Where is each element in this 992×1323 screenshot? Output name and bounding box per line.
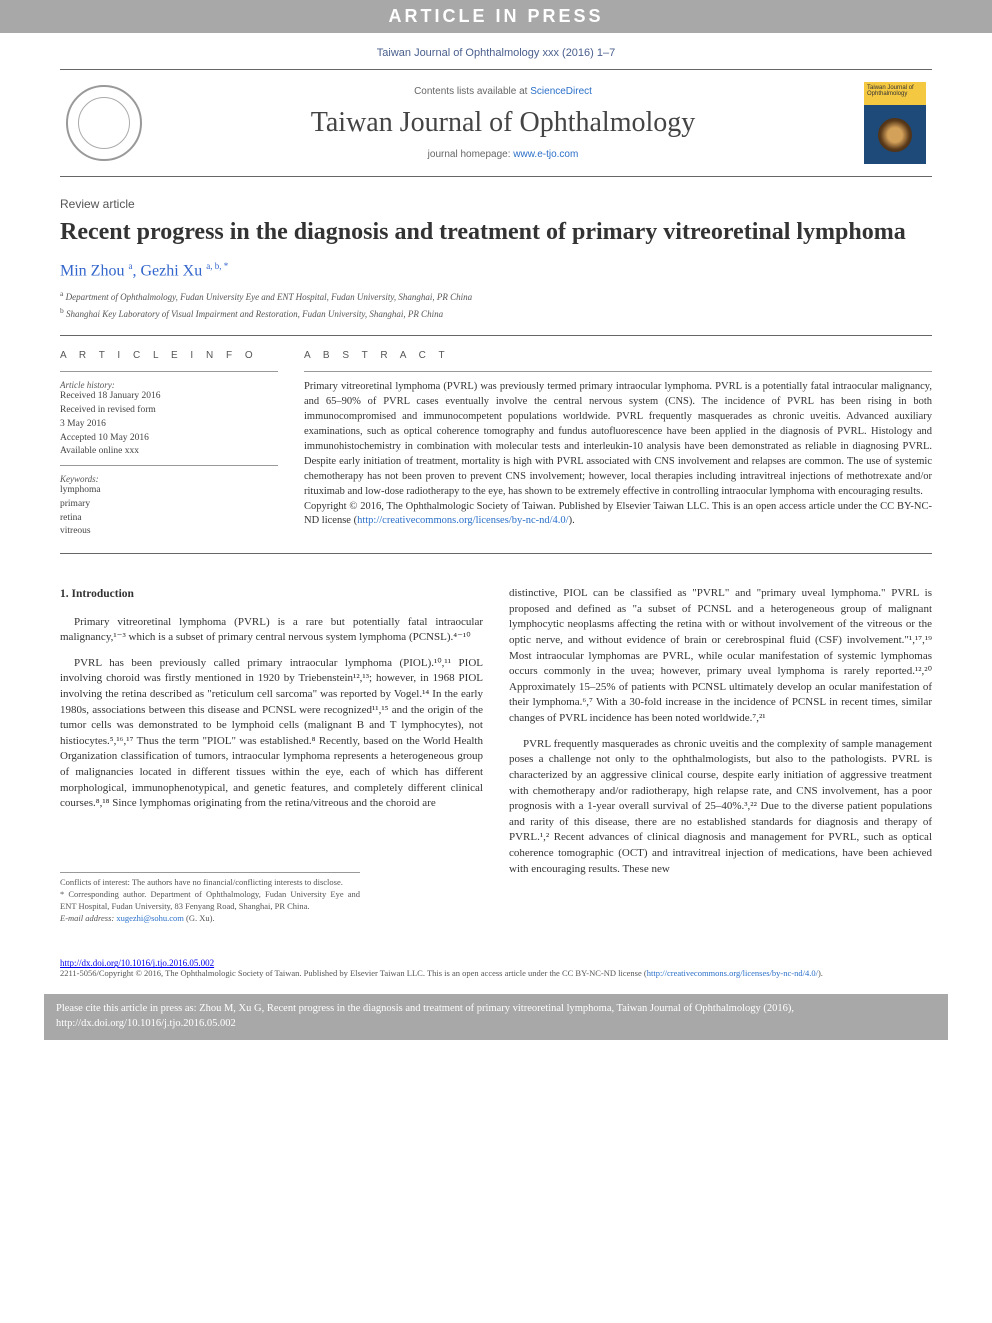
- email-suffix: (G. Xu).: [184, 913, 215, 923]
- body-col-left: 1. Introduction Primary vitreoretinal ly…: [60, 586, 483, 924]
- history-label: Article history:: [60, 380, 278, 390]
- article-title: Recent progress in the diagnosis and tre…: [60, 217, 932, 247]
- body-paragraph: distinctive, PIOL can be classified as "…: [509, 586, 932, 726]
- sciencedirect-link[interactable]: ScienceDirect: [530, 86, 592, 97]
- content-area: Review article Recent progress in the di…: [0, 197, 992, 944]
- article-info-col: A R T I C L E I N F O Article history: R…: [60, 350, 278, 539]
- article-info-heading: A R T I C L E I N F O: [60, 350, 278, 361]
- license-link[interactable]: http://creativecommons.org/licenses/by-n…: [357, 515, 569, 526]
- keywords-label: Keywords:: [60, 474, 278, 484]
- copyright-close: ).: [818, 968, 823, 978]
- society-seal-icon: [66, 85, 142, 161]
- cite-box: Please cite this article in press as: Zh…: [44, 994, 948, 1039]
- history-body: Received 18 January 2016Received in revi…: [60, 390, 278, 459]
- journal-ref-strip: Taiwan Journal of Ophthalmology xxx (201…: [0, 33, 992, 63]
- article-type: Review article: [60, 197, 932, 211]
- journal-cover-thumb: Taiwan Journal of Ophthalmology: [864, 82, 926, 164]
- banner-center: Contents lists available at ScienceDirec…: [142, 86, 864, 160]
- copyright-text: 2211-5056/Copyright © 2016, The Ophthalm…: [60, 968, 647, 978]
- body-paragraph: Primary vitreoretinal lymphoma (PVRL) is…: [60, 615, 483, 646]
- body-columns: 1. Introduction Primary vitreoretinal ly…: [60, 586, 932, 924]
- section-1-heading: 1. Introduction: [60, 586, 483, 602]
- email-link[interactable]: xugezhi@sohu.com: [116, 913, 184, 923]
- abstract-copyright-close: ).: [569, 515, 575, 526]
- corresponding-footnote: * Corresponding author. Department of Op…: [60, 889, 360, 913]
- footnotes: Conflicts of interest: The authors have …: [60, 872, 360, 925]
- homepage-prefix: journal homepage:: [428, 149, 514, 160]
- info-abstract-row: A R T I C L E I N F O Article history: R…: [60, 350, 932, 554]
- body-paragraph: PVRL frequently masquerades as chronic u…: [509, 737, 932, 877]
- journal-name: Taiwan Journal of Ophthalmology: [142, 107, 864, 139]
- copyright-footer: 2211-5056/Copyright © 2016, The Ophthalm…: [0, 968, 992, 986]
- contents-available-line: Contents lists available at ScienceDirec…: [142, 86, 864, 97]
- conflicts-footnote: Conflicts of interest: The authors have …: [60, 877, 360, 889]
- contents-prefix: Contents lists available at: [414, 86, 530, 97]
- keywords-body: lymphomaprimaryretinavitreous: [60, 484, 278, 539]
- journal-banner: Contents lists available at ScienceDirec…: [60, 69, 932, 177]
- article-in-press-banner: ARTICLE IN PRESS: [0, 0, 992, 33]
- info-divider: [60, 465, 278, 466]
- abstract-body: Primary vitreoretinal lymphoma (PVRL) wa…: [304, 380, 932, 529]
- affiliations: a Department of Ophthalmology, Fudan Uni…: [60, 288, 932, 321]
- abstract-text: Primary vitreoretinal lymphoma (PVRL) wa…: [304, 381, 932, 496]
- cover-eye-icon: [878, 118, 912, 152]
- abstract-divider: [304, 371, 932, 372]
- doi-link[interactable]: http://dx.doi.org/10.1016/j.tjo.2016.05.…: [60, 958, 214, 968]
- body-col-right: distinctive, PIOL can be classified as "…: [509, 586, 932, 924]
- doi-footer: http://dx.doi.org/10.1016/j.tjo.2016.05.…: [0, 958, 992, 968]
- homepage-link[interactable]: www.e-tjo.com: [513, 149, 578, 160]
- body-paragraph: PVRL has been previously called primary …: [60, 656, 483, 812]
- homepage-line: journal homepage: www.e-tjo.com: [142, 149, 864, 160]
- cover-thumb-text: Taiwan Journal of Ophthalmology: [867, 85, 923, 97]
- license-link-footer[interactable]: http://creativecommons.org/licenses/by-n…: [647, 968, 818, 978]
- authors: Min Zhou a, Gezhi Xu a, b, *: [60, 261, 932, 280]
- abstract-col: A B S T R A C T Primary vitreoretinal ly…: [304, 350, 932, 539]
- abstract-heading: A B S T R A C T: [304, 350, 932, 361]
- email-footnote: E-mail address: xugezhi@sohu.com (G. Xu)…: [60, 913, 360, 925]
- divider: [60, 335, 932, 336]
- email-label: E-mail address:: [60, 913, 116, 923]
- info-divider: [60, 371, 278, 372]
